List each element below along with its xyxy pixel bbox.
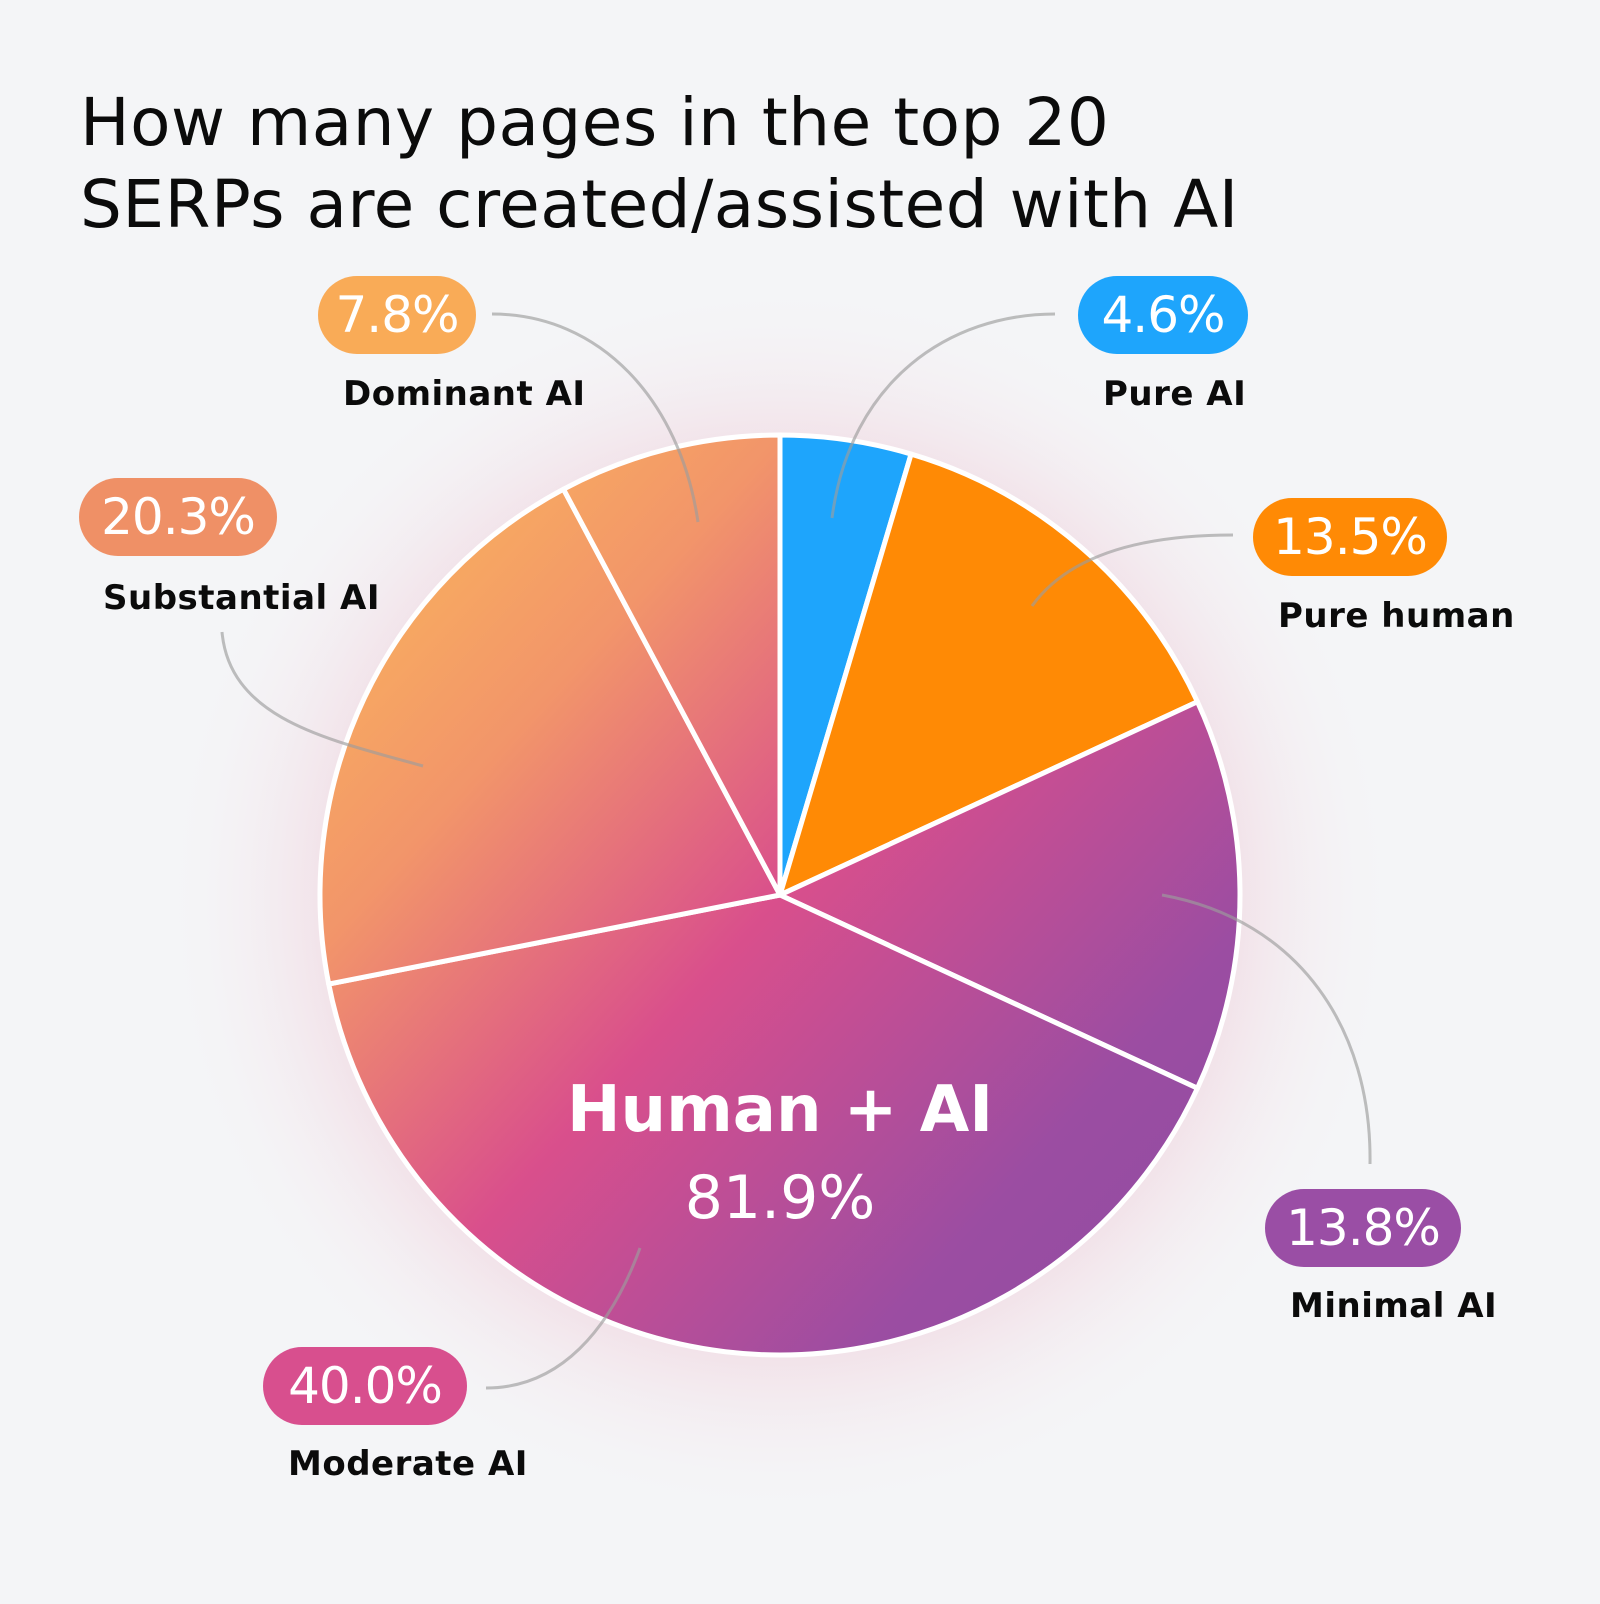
leader-lines: [220, 312, 1372, 1390]
leader-line-minimal-ai: [1161, 893, 1372, 1165]
leader-line-substantial-ai: [220, 631, 424, 768]
label-minimal-ai: Minimal AI: [1290, 1286, 1498, 1326]
label-pure-human: Pure human: [1278, 596, 1515, 636]
pie-slice-substantial-ai: [317, 486, 783, 987]
label-pure-ai: Pure AI: [1103, 374, 1247, 414]
badge-minimal-ai: 13.8%: [1265, 1189, 1461, 1267]
label-substantial-ai: Substantial AI: [103, 578, 380, 618]
leader-line-dominant-ai: [491, 312, 700, 523]
badge-pure-human: 13.5%: [1253, 498, 1447, 576]
badge-substantial-ai: 20.3%: [79, 478, 277, 556]
chart-title-line-2: SERPs are created/assisted with AI: [80, 166, 1239, 243]
leader-line-pure-human: [1030, 533, 1234, 607]
chart-title-line-1: How many pages in the top 20: [80, 84, 1110, 161]
badge-pure-ai: 4.6%: [1078, 276, 1248, 354]
pie-slice-pure-human: [777, 451, 1200, 898]
pie-slice-minimal-ai: [777, 699, 1243, 1091]
leader-line-moderate-ai: [485, 1247, 642, 1390]
leader-line-pure-ai: [830, 312, 1056, 519]
pie-slice-dominant-ai: [560, 432, 783, 898]
label-moderate-ai: Moderate AI: [288, 1444, 528, 1484]
chart-title: How many pages in the top 20 SERPs are c…: [80, 82, 1380, 246]
badge-moderate-ai: 40.0%: [263, 1347, 467, 1425]
pie-slice-moderate-ai: [326, 892, 1200, 1358]
label-dominant-ai: Dominant AI: [343, 374, 586, 414]
center-group-value: 81.9%: [684, 1163, 876, 1233]
badge-dominant-ai: 7.8%: [318, 276, 476, 354]
pie-slices: [317, 432, 1243, 1358]
center-group-label: Human + AI: [566, 1073, 994, 1147]
